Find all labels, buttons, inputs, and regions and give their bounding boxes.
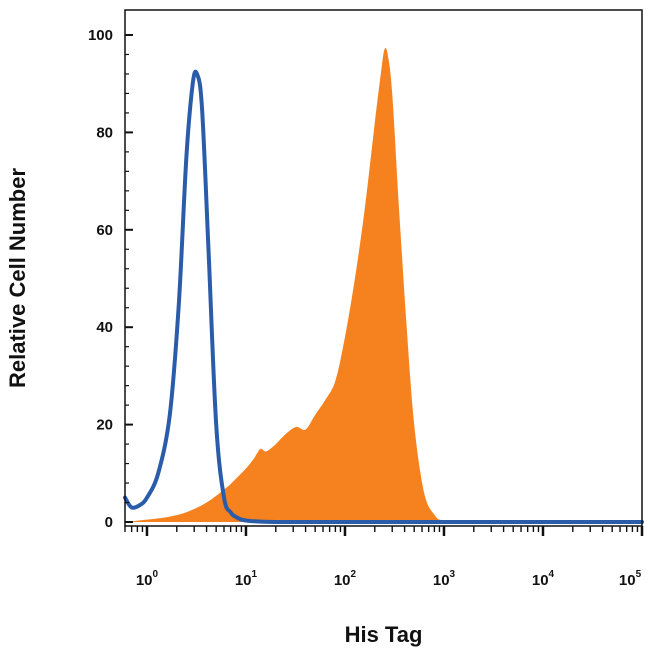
x-tick-labels: 100 101 102 103 104 105 xyxy=(136,569,642,589)
x-tick-label: 101 xyxy=(235,569,258,589)
y-tick-label: 100 xyxy=(88,27,113,44)
x-tick-label: 102 xyxy=(334,569,357,589)
y-tick-label: 20 xyxy=(96,417,113,434)
x-tick-label: 105 xyxy=(619,569,642,589)
y-tick-label: 40 xyxy=(96,319,113,336)
filled-histogram-series xyxy=(125,47,642,523)
y-tick-labels: 0 20 40 60 80 100 xyxy=(88,27,113,531)
y-tick-label: 0 xyxy=(105,514,113,531)
y-tick-label: 60 xyxy=(96,222,113,239)
series-layer xyxy=(123,47,644,525)
y-axis-title: Relative Cell Number xyxy=(5,168,30,389)
x-axis-title: His Tag xyxy=(345,622,423,647)
y-axis xyxy=(125,34,133,523)
x-tick-label: 104 xyxy=(532,569,555,589)
y-tick-label: 80 xyxy=(96,124,113,141)
plot-frame xyxy=(124,9,643,527)
x-tick-label: 100 xyxy=(136,569,159,589)
x-tick-label: 103 xyxy=(433,569,456,589)
x-axis xyxy=(124,526,644,536)
outline-histogram-series xyxy=(123,69,644,525)
